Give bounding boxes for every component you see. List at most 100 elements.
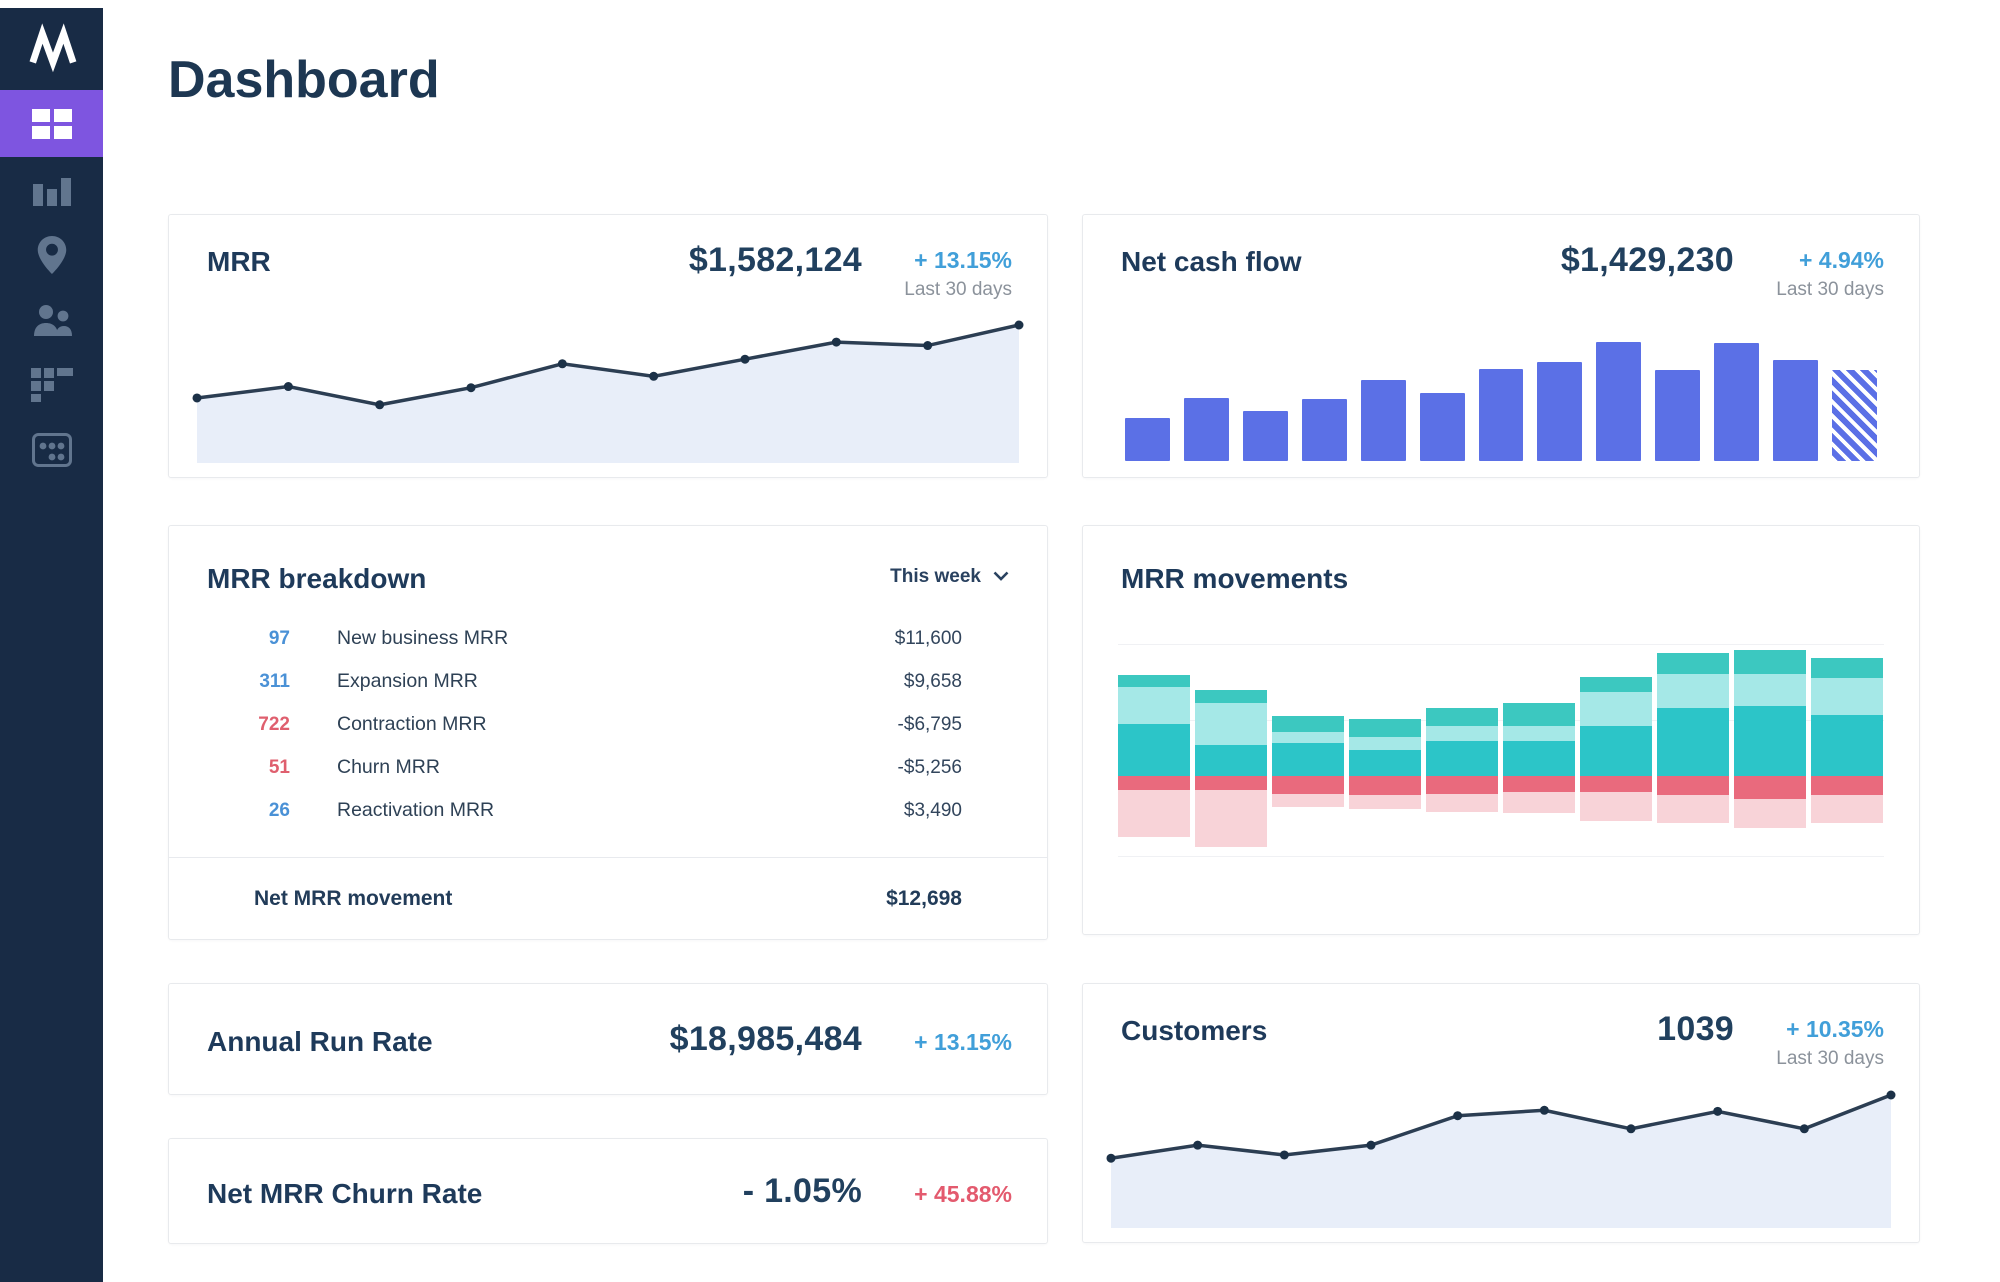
customers-change-pct: + 10.35% [1786, 1016, 1884, 1042]
mrr-breakdown-card: MRR breakdown This week 97 New business [168, 525, 1048, 940]
table-row: 97 New business MRR $11,600 [254, 617, 962, 660]
row-value: $3,490 [903, 799, 962, 821]
bar[interactable] [1596, 342, 1642, 461]
net-mrr-movement-label: Net MRR movement [254, 886, 453, 910]
stacked-bar[interactable] [1503, 644, 1575, 856]
stacked-bar[interactable] [1349, 644, 1421, 856]
stacked-bar[interactable] [1195, 644, 1267, 856]
sidebar-item-charts[interactable] [0, 157, 103, 222]
customers-line-chart[interactable] [1099, 1083, 1903, 1228]
sidebar-item-dashboard[interactable] [0, 90, 103, 157]
chartmogul-m-logo-icon [21, 21, 83, 78]
row-label: New business MRR [337, 627, 509, 649]
period-filter-dropdown[interactable]: This week [890, 566, 1009, 588]
net-cash-flow-change-pct: + 4.94% [1798, 247, 1884, 273]
negative_top-segment [1503, 776, 1575, 792]
churn-title: Net MRR Churn Rate [207, 1177, 483, 1209]
positive_middle-segment [1811, 678, 1883, 716]
net-mrr-movement-value: $12,698 [886, 886, 962, 910]
negative_top-segment [1811, 776, 1883, 795]
net-cash-flow-period-label: Last 30 days [1776, 279, 1884, 300]
positive_middle-segment [1195, 702, 1267, 745]
stacked-bar[interactable] [1580, 644, 1652, 856]
negative_bottom-segment [1426, 793, 1498, 812]
negative_top-segment [1657, 776, 1729, 795]
negative_bottom-segment [1580, 791, 1652, 822]
negative_top-segment [1349, 776, 1421, 795]
bar[interactable] [1478, 369, 1524, 461]
mrr-line-chart[interactable] [185, 313, 1031, 463]
negative_top-segment [1272, 776, 1344, 794]
table-row: 26 Reactivation MRR $3,490 [254, 789, 962, 832]
bar[interactable] [1714, 343, 1760, 461]
churn-value: - 1.05% [742, 1171, 862, 1210]
gridline [1118, 644, 1884, 645]
stacked-bar[interactable] [1118, 644, 1190, 856]
bar[interactable] [1360, 380, 1406, 461]
sidebar-item-geography[interactable] [0, 222, 103, 287]
row-value: -$6,795 [897, 713, 962, 735]
negative_top-segment [1195, 776, 1267, 790]
positive_base-segment [1657, 707, 1729, 776]
mrr-movements-title: MRR movements [1121, 563, 1349, 594]
users-icon [32, 304, 72, 336]
positive_top-segment [1118, 675, 1190, 687]
customers-card: Customers 1039 + 10.35% Last 30 days [1082, 983, 1920, 1243]
positive_top-segment [1272, 716, 1344, 732]
stacked-bar[interactable] [1426, 644, 1498, 856]
net-cash-flow-title: Net cash flow [1121, 246, 1302, 277]
stacked-bar[interactable] [1657, 644, 1729, 856]
customers-value: 1039 [1657, 1010, 1734, 1048]
net-cash-flow-value: $1,429,230 [1560, 241, 1734, 279]
positive_base-segment [1580, 725, 1652, 776]
negative_bottom-segment [1195, 789, 1267, 848]
annual-run-rate-card: Annual Run Rate $18,985,484 + 13.15% [168, 983, 1048, 1095]
stacked-bar[interactable] [1272, 644, 1344, 856]
dashboard-grid-icon [31, 108, 72, 139]
positive_base-segment [1195, 744, 1267, 776]
negative_bottom-segment [1118, 789, 1190, 837]
sidebar-item-segments[interactable] [0, 352, 103, 417]
sidebar-item-customers[interactable] [0, 287, 103, 352]
stacked-bar[interactable] [1811, 644, 1883, 856]
bar[interactable] [1183, 398, 1229, 461]
positive_top-segment [1349, 719, 1421, 738]
bar[interactable] [1419, 393, 1465, 461]
negative_bottom-segment [1503, 791, 1575, 813]
period-filter-label: This week [890, 565, 981, 587]
bar[interactable] [1773, 360, 1819, 461]
mrr-movements-card: MRR movements [1082, 525, 1920, 935]
bar[interactable] [1125, 418, 1170, 461]
row-label: Contraction MRR [337, 713, 487, 735]
net-mrr-churn-rate-card: Net MRR Churn Rate - 1.05% + 45.88% [168, 1138, 1048, 1244]
sidebar-item-data-tables[interactable] [0, 417, 103, 482]
positive_middle-segment [1272, 731, 1344, 744]
positive_middle-segment [1118, 686, 1190, 724]
table-row: 51 Churn MRR -$5,256 [254, 746, 962, 789]
bar[interactable] [1301, 399, 1347, 461]
mrr-card-title: MRR [207, 246, 271, 277]
bar[interactable] [1242, 411, 1288, 461]
bar[interactable] [1537, 362, 1583, 461]
mrr-breakdown-title: MRR breakdown [207, 563, 427, 594]
data-table-icon [31, 432, 72, 467]
segments-blocks-icon [30, 367, 73, 402]
positive_base-segment [1426, 741, 1498, 776]
mrr-value: $1,582,124 [688, 241, 862, 279]
stacked-bar[interactable] [1734, 644, 1806, 856]
positive_top-segment [1503, 702, 1575, 726]
net-cash-flow-bar-chart[interactable] [1125, 342, 1877, 461]
bar[interactable] [1655, 370, 1701, 461]
positive_base-segment [1272, 743, 1344, 776]
row-count: 311 [259, 670, 290, 692]
bar-partial-period[interactable] [1832, 370, 1877, 461]
negative_top-segment [1734, 776, 1806, 800]
customers-period-label: Last 30 days [1776, 1048, 1884, 1069]
mrr-movements-stacked-chart[interactable] [1118, 644, 1884, 856]
positive_middle-segment [1734, 674, 1806, 706]
mrr-change-pct: + 13.15% [914, 247, 1012, 273]
negative_top-segment [1580, 776, 1652, 792]
app-logo[interactable] [0, 8, 103, 90]
mrr-card: MRR $1,582,124 + 13.15% Last 30 days [168, 214, 1048, 478]
row-count: 51 [268, 756, 290, 778]
